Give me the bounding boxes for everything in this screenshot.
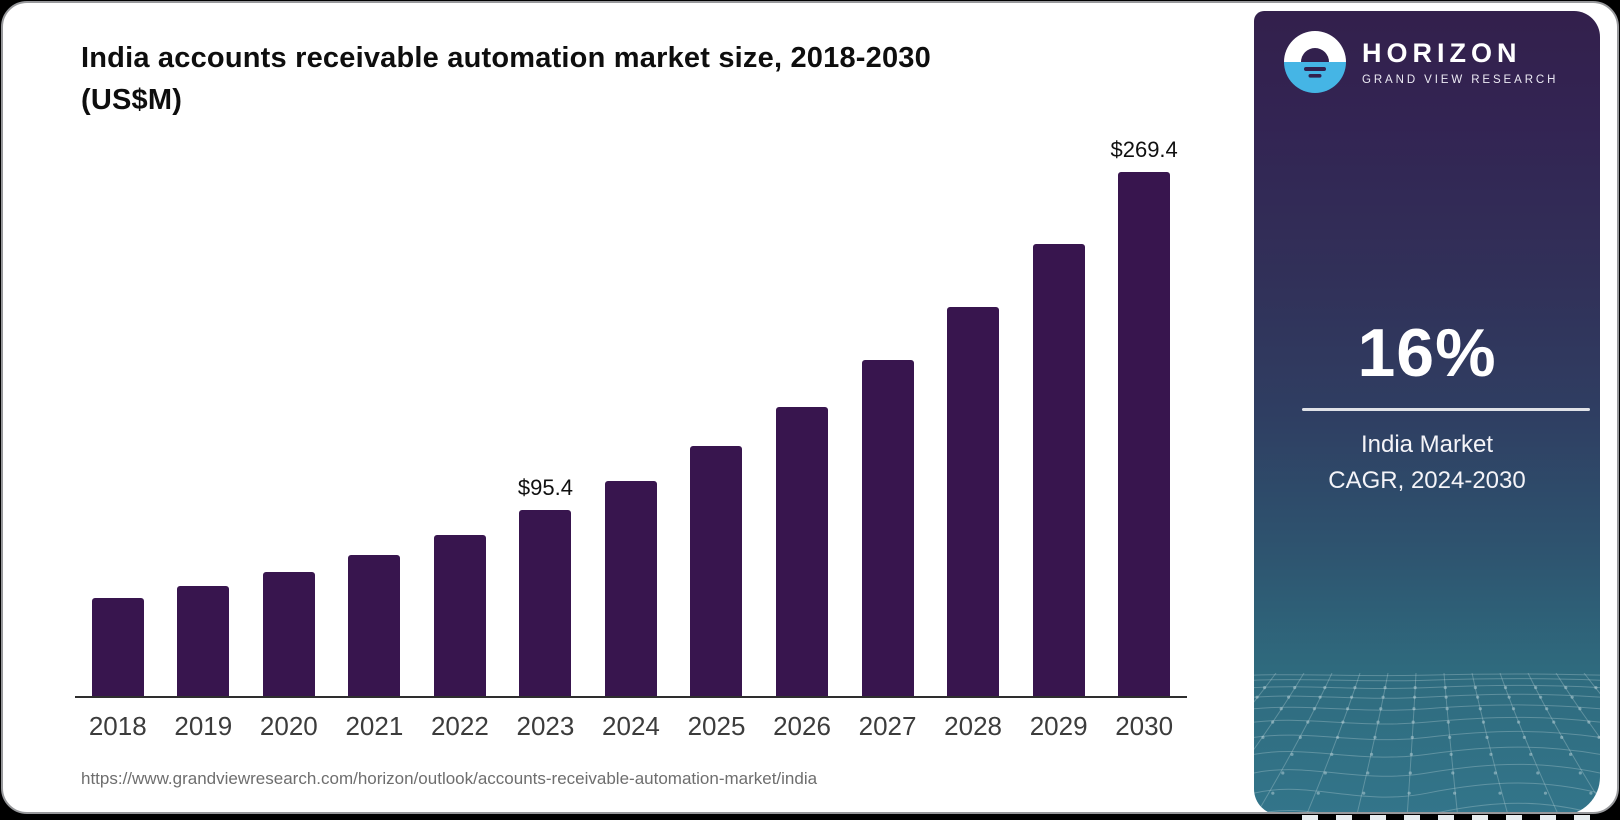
- bar-series: $95.4 $269.4: [75, 133, 1187, 696]
- bar-column-2020: [246, 572, 332, 696]
- x-tick-2019: 2019: [174, 711, 233, 741]
- stat-label-line2: CAGR, 2024-2030: [1328, 467, 1526, 494]
- stat-label: India Market CAGR, 2024-2030: [1254, 427, 1600, 499]
- brand-sidebar: HORIZON GRAND VIEW RESEARCH 16% India Ma…: [1254, 11, 1600, 812]
- bar-2024: [604, 481, 657, 696]
- bar-column-2028: [930, 307, 1016, 696]
- bar-column-2023: $95.4: [503, 475, 589, 696]
- bar-column-2027: [845, 360, 931, 696]
- chart-title-line1: India accounts receivable automation mar…: [81, 42, 931, 74]
- horizon-logo-icon: [1284, 31, 1346, 93]
- x-axis-labels: 2018 2019 2020 2021 2022 2023 2024 2025 2026 2027…: [75, 711, 1187, 742]
- brand-text: HORIZON GRAND VIEW RESEARCH: [1362, 38, 1558, 86]
- bar-2022: [433, 535, 486, 696]
- chart-title-line2: (US$M): [81, 84, 183, 117]
- wireframe-mesh-decoration: [1254, 673, 1600, 812]
- bar-2023: [519, 510, 572, 696]
- cagr-stat: 16% India Market CAGR, 2024-2030: [1254, 314, 1600, 499]
- brand-block: HORIZON GRAND VIEW RESEARCH: [1284, 31, 1558, 93]
- bar-column-2022: [417, 535, 503, 696]
- bar-column-2018: [75, 598, 161, 696]
- bar-2026: [776, 407, 829, 696]
- bar-value-label-2023: $95.4: [517, 475, 573, 500]
- x-tick-2018: 2018: [88, 711, 147, 741]
- chart-title: India accounts receivable automation mar…: [81, 37, 931, 121]
- x-axis-line: [75, 696, 1187, 698]
- mesh-edge-dashes: [1302, 815, 1598, 820]
- bar-chart: $95.4 $269.4 2018 2019 2020 2021 2022 2023 2024…: [75, 133, 1187, 742]
- bar-2029: [1032, 244, 1085, 696]
- bar-2028: [947, 307, 1000, 696]
- bar-column-2019: [161, 586, 247, 696]
- bar-column-2021: [332, 555, 418, 696]
- bar-2027: [861, 360, 914, 696]
- x-tick-2023: 2023: [516, 711, 575, 741]
- bar-column-2025: [674, 446, 760, 696]
- bar-column-2026: [759, 407, 845, 696]
- x-tick-2028: 2028: [944, 711, 1002, 741]
- bar-2021: [348, 555, 401, 696]
- bar-value-label-2030: $269.4: [1110, 137, 1178, 162]
- bar-2030: [1118, 172, 1171, 696]
- x-tick-2020: 2020: [259, 711, 318, 741]
- x-tick-2027: 2027: [858, 711, 917, 741]
- x-tick-2030: 2030: [1115, 711, 1174, 741]
- bar-column-2030: $269.4: [1101, 137, 1187, 696]
- bar-2019: [177, 586, 230, 696]
- brand-tagline: GRAND VIEW RESEARCH: [1362, 74, 1559, 86]
- x-tick-2029: 2029: [1029, 711, 1088, 741]
- bar-2025: [690, 446, 743, 696]
- bar-column-2029: [1016, 244, 1102, 696]
- source-url: https://www.grandviewresearch.com/horizo…: [81, 769, 818, 788]
- x-tick-2026: 2026: [773, 711, 831, 741]
- bar-2020: [262, 572, 315, 696]
- x-tick-2022: 2022: [430, 711, 489, 741]
- bar-2018: [91, 598, 144, 696]
- x-tick-2021: 2021: [345, 711, 404, 741]
- x-tick-2024: 2024: [602, 711, 660, 741]
- bar-column-2024: [588, 481, 674, 696]
- stat-divider: [1302, 408, 1590, 411]
- x-tick-2025: 2025: [687, 711, 746, 741]
- stat-label-line1: India Market: [1360, 431, 1494, 458]
- brand-name: HORIZON: [1362, 38, 1522, 68]
- cagr-value: 16%: [1357, 315, 1497, 391]
